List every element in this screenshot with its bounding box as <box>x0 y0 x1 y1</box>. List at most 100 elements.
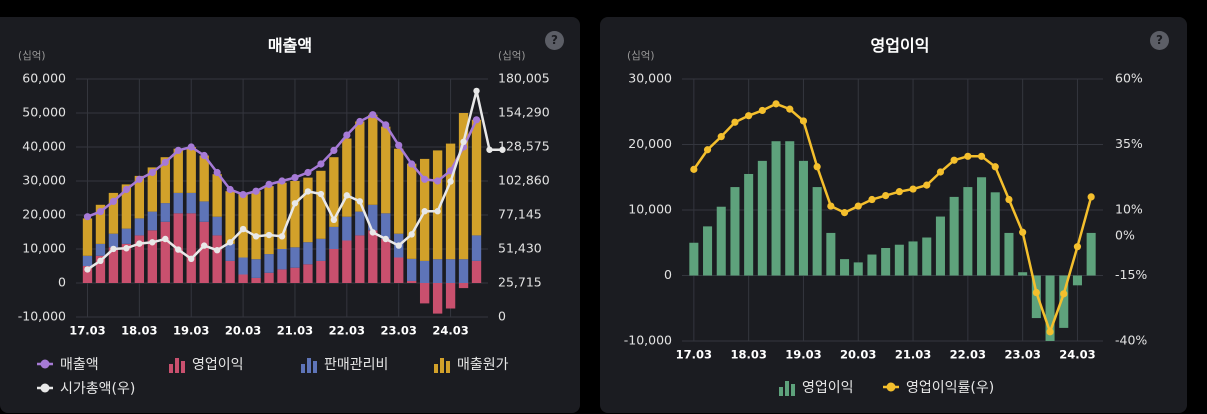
sga-bar <box>251 259 261 278</box>
op-income-bar <box>1059 275 1069 328</box>
chart-title: 영업이익 <box>871 36 930 55</box>
x-tick-label: 24.03 <box>432 324 468 338</box>
revenue-point <box>226 185 234 194</box>
market-cap-point <box>213 247 221 254</box>
revenue-point <box>369 111 377 119</box>
y2-tick-label: 35% <box>1115 136 1143 151</box>
op-margin-point <box>1032 288 1040 297</box>
op-margin-point <box>1073 243 1082 251</box>
revenue-point <box>356 117 364 126</box>
x-tick-label: 22.03 <box>950 348 986 362</box>
market-cap-point <box>252 233 260 240</box>
op-income-bar <box>251 277 261 283</box>
op-margin-point <box>799 117 808 125</box>
y2-tick-label: 128,575 <box>498 139 550 154</box>
op-income-bar <box>730 187 740 276</box>
op-margin-point <box>813 163 821 171</box>
market-cap-point <box>460 138 467 146</box>
revenue-panel: 매출액 (십억) (십억) -10,000 0 10,000 20,000 30,000… <box>0 17 580 413</box>
op-income-bar <box>963 187 973 276</box>
market-cap-point <box>226 239 234 246</box>
op-income-bar <box>853 262 863 276</box>
y2-tick-label: 102,860 <box>498 173 550 188</box>
sga-bar <box>186 192 196 214</box>
legend-item-market-cap[interactable]: 시가총액(우) <box>36 378 135 398</box>
legend-item-sga[interactable]: 판매관리비 <box>300 354 388 374</box>
op-income-bar <box>1004 232 1014 276</box>
op-income-bar <box>812 187 822 276</box>
market-cap-point <box>434 208 441 215</box>
op-income-bar <box>381 238 391 283</box>
revenue-point <box>174 146 182 154</box>
cogs-bar <box>212 174 222 217</box>
op-margin-point <box>964 152 972 160</box>
y2-tick-label: 77,145 <box>498 207 542 222</box>
market-cap-point <box>499 146 506 153</box>
op-income-bar <box>471 260 482 283</box>
market-cap-point <box>291 200 299 207</box>
op-margin-point <box>772 100 780 108</box>
op-margin-point <box>977 152 986 160</box>
sga-bar <box>225 243 235 261</box>
revenue-point <box>109 197 118 205</box>
op-income-bar <box>212 235 222 283</box>
y2-tick-label: 10% <box>1115 202 1143 217</box>
help-icon[interactable]: ? <box>1150 31 1169 50</box>
y-tick-label: 40,000 <box>22 139 66 154</box>
cogs-bar <box>432 150 443 260</box>
revenue-point <box>200 151 208 160</box>
cogs-bar <box>471 119 482 236</box>
y-tick-label: 10,000 <box>628 202 672 217</box>
op-margin-point <box>854 202 862 210</box>
cogs-bar <box>147 167 157 212</box>
op-margin-point <box>731 118 739 126</box>
legend-item-revenue[interactable]: 매출액 <box>36 354 99 374</box>
y2-tick-label: -15% <box>1115 267 1147 282</box>
op-margin-point <box>758 106 766 115</box>
help-icon[interactable]: ? <box>545 31 564 50</box>
op-income-bar <box>342 240 352 283</box>
op-income-bar <box>990 192 1000 276</box>
revenue-point <box>213 168 221 177</box>
legend-item-cogs[interactable]: 매출원가 <box>433 354 509 374</box>
op-margin-point <box>1087 193 1095 201</box>
sga-bar <box>368 204 378 231</box>
legend-item-op-income[interactable]: 영업이익 <box>778 377 854 397</box>
op-margin-point <box>882 191 890 200</box>
cogs-bar <box>316 170 326 239</box>
market-cap-point <box>447 178 454 185</box>
op-income-bar <box>303 264 313 283</box>
cogs-bar <box>394 148 404 234</box>
revenue-point <box>161 158 169 166</box>
op-income-bar <box>355 235 365 283</box>
market-cap-point <box>97 257 104 265</box>
y-axis-unit-left: (십억) <box>627 50 655 62</box>
y2-tick-label: 154,290 <box>498 105 550 120</box>
op-margin-point <box>1019 228 1027 236</box>
op-margin-point <box>745 112 753 120</box>
legend-item-op-income[interactable]: 영업이익 <box>168 354 244 374</box>
y-tick-label: 30,000 <box>22 173 66 188</box>
op-income-bar <box>186 213 196 283</box>
x-tick-label: 20.03 <box>840 348 876 362</box>
op-income-bar <box>922 237 932 276</box>
legend-label: 매출액 <box>60 357 99 373</box>
revenue-point <box>382 121 390 129</box>
sga-bar <box>238 257 248 275</box>
legend-item-op-margin[interactable]: 영업이익률(우) <box>882 377 994 397</box>
op-income-bar <box>147 230 157 283</box>
op-income-bar <box>458 283 469 289</box>
op-income-bar <box>935 216 945 276</box>
cogs-bar <box>134 175 145 219</box>
market-cap-point <box>304 188 312 195</box>
revenue-point <box>291 174 299 182</box>
op-income-bar <box>121 243 132 283</box>
y-tick-label: 0 <box>664 267 672 282</box>
cogs-bar <box>264 186 274 255</box>
op-margin-point <box>923 181 931 189</box>
sga-bar <box>458 259 469 283</box>
op-income-bar <box>419 283 430 304</box>
revenue-point <box>83 213 92 221</box>
op-income-bar <box>840 259 850 276</box>
revenue-point <box>304 168 312 177</box>
